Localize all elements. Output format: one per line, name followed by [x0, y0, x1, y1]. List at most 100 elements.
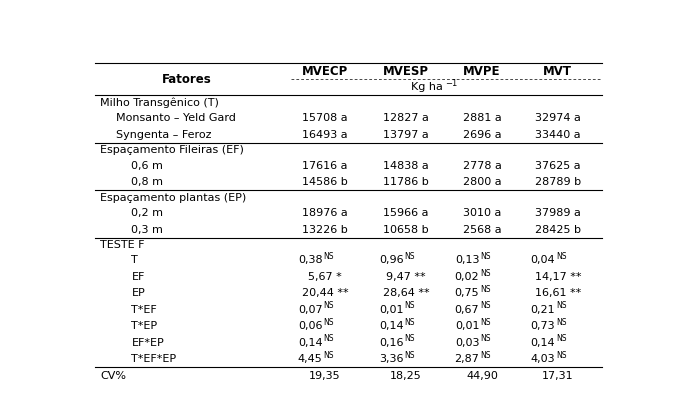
Text: 9,47 **: 9,47 ** [386, 272, 426, 282]
Text: 14838 a: 14838 a [383, 160, 429, 171]
Text: 33440 a: 33440 a [535, 129, 580, 140]
Text: Fatores: Fatores [161, 73, 211, 86]
Text: 13797 a: 13797 a [383, 129, 429, 140]
Text: 5,67 *: 5,67 * [308, 272, 342, 282]
Text: 28,64 **: 28,64 ** [383, 288, 429, 298]
Text: 0,6 m: 0,6 m [132, 160, 163, 171]
Text: 0,02: 0,02 [455, 272, 479, 282]
Text: 0,75: 0,75 [455, 288, 479, 298]
Text: NS: NS [556, 318, 567, 327]
Text: 0,16: 0,16 [379, 338, 404, 348]
Text: EF: EF [132, 272, 145, 282]
Text: T*EP: T*EP [132, 321, 157, 331]
Text: MVPE: MVPE [463, 65, 501, 78]
Text: 0,21: 0,21 [531, 305, 555, 315]
Text: NS: NS [556, 301, 567, 310]
Text: NS: NS [556, 351, 567, 360]
Text: 15966 a: 15966 a [383, 208, 429, 218]
Text: MVT: MVT [543, 65, 572, 78]
Text: NS: NS [323, 318, 334, 327]
Text: 17616 a: 17616 a [302, 160, 348, 171]
Text: NS: NS [481, 252, 491, 261]
Text: NS: NS [556, 334, 567, 344]
Text: EF*EP: EF*EP [132, 338, 164, 348]
Text: 0,01: 0,01 [455, 321, 479, 331]
Text: 37625 a: 37625 a [535, 160, 580, 171]
Text: MVESP: MVESP [383, 65, 429, 78]
Text: NS: NS [323, 252, 334, 261]
Text: 4,03: 4,03 [531, 354, 555, 364]
Text: Monsanto – Yeld Gard: Monsanto – Yeld Gard [116, 113, 236, 123]
Text: 2568 a: 2568 a [462, 225, 502, 235]
Text: NS: NS [323, 351, 334, 360]
Text: NS: NS [481, 318, 491, 327]
Text: NS: NS [404, 318, 415, 327]
Text: 0,14: 0,14 [379, 321, 404, 331]
Text: NS: NS [404, 252, 415, 261]
Text: CV%: CV% [100, 371, 126, 380]
Text: NS: NS [323, 334, 334, 344]
Text: 14586 b: 14586 b [302, 177, 348, 187]
Text: 2696 a: 2696 a [462, 129, 502, 140]
Text: T*EF*EP: T*EF*EP [132, 354, 177, 364]
Text: T: T [132, 256, 138, 266]
Text: 37989 a: 37989 a [535, 208, 580, 218]
Text: EP: EP [132, 288, 145, 298]
Text: NS: NS [404, 334, 415, 344]
Text: 15708 a: 15708 a [302, 113, 348, 123]
Text: 2,87: 2,87 [454, 354, 479, 364]
Text: NS: NS [481, 351, 491, 360]
Text: NS: NS [481, 334, 491, 344]
Text: Espaçamento Fileiras (EF): Espaçamento Fileiras (EF) [100, 145, 244, 155]
Text: 0,04: 0,04 [531, 256, 555, 266]
Text: NS: NS [556, 252, 567, 261]
Text: 2778 a: 2778 a [462, 160, 502, 171]
Text: Kg ha: Kg ha [411, 82, 443, 92]
Text: 17,31: 17,31 [542, 371, 574, 380]
Text: 0,8 m: 0,8 m [132, 177, 163, 187]
Text: 0,01: 0,01 [379, 305, 404, 315]
Text: 2881 a: 2881 a [462, 113, 502, 123]
Text: Syngenta – Feroz: Syngenta – Feroz [116, 129, 211, 140]
Text: 16493 a: 16493 a [302, 129, 348, 140]
Text: 0,07: 0,07 [298, 305, 323, 315]
Text: 18,25: 18,25 [390, 371, 422, 380]
Text: 2800 a: 2800 a [462, 177, 502, 187]
Text: 0,06: 0,06 [298, 321, 323, 331]
Text: NS: NS [481, 285, 491, 294]
Text: 0,67: 0,67 [455, 305, 479, 315]
Text: 0,13: 0,13 [455, 256, 479, 266]
Text: Milho Transgênico (T): Milho Transgênico (T) [100, 98, 219, 108]
Text: Espaçamento plantas (EP): Espaçamento plantas (EP) [100, 193, 246, 202]
Text: T*EF: T*EF [132, 305, 157, 315]
Text: −1: −1 [446, 79, 458, 88]
Text: 0,3 m: 0,3 m [132, 225, 163, 235]
Text: 0,38: 0,38 [298, 256, 323, 266]
Text: 19,35: 19,35 [309, 371, 341, 380]
Text: 11786 b: 11786 b [383, 177, 429, 187]
Text: 28425 b: 28425 b [535, 225, 580, 235]
Text: 18976 a: 18976 a [302, 208, 348, 218]
Text: 13226 b: 13226 b [302, 225, 348, 235]
Text: 12827 a: 12827 a [383, 113, 429, 123]
Text: NS: NS [481, 269, 491, 277]
Text: 0,03: 0,03 [455, 338, 479, 348]
Text: TESTE F: TESTE F [100, 240, 144, 250]
Text: 0,96: 0,96 [379, 256, 404, 266]
Text: 4,45: 4,45 [298, 354, 323, 364]
Text: NS: NS [404, 351, 415, 360]
Text: 28789 b: 28789 b [535, 177, 581, 187]
Text: NS: NS [404, 301, 415, 310]
Text: 0,14: 0,14 [531, 338, 555, 348]
Text: 44,90: 44,90 [466, 371, 498, 380]
Text: 0,14: 0,14 [298, 338, 323, 348]
Text: 16,61 **: 16,61 ** [535, 288, 581, 298]
Text: 20,44 **: 20,44 ** [302, 288, 348, 298]
Text: 10658 b: 10658 b [383, 225, 429, 235]
Text: 0,2 m: 0,2 m [132, 208, 163, 218]
Text: 0,73: 0,73 [531, 321, 555, 331]
Text: NS: NS [323, 301, 334, 310]
Text: 3010 a: 3010 a [463, 208, 501, 218]
Text: 3,36: 3,36 [379, 354, 404, 364]
Text: 32974 a: 32974 a [535, 113, 580, 123]
